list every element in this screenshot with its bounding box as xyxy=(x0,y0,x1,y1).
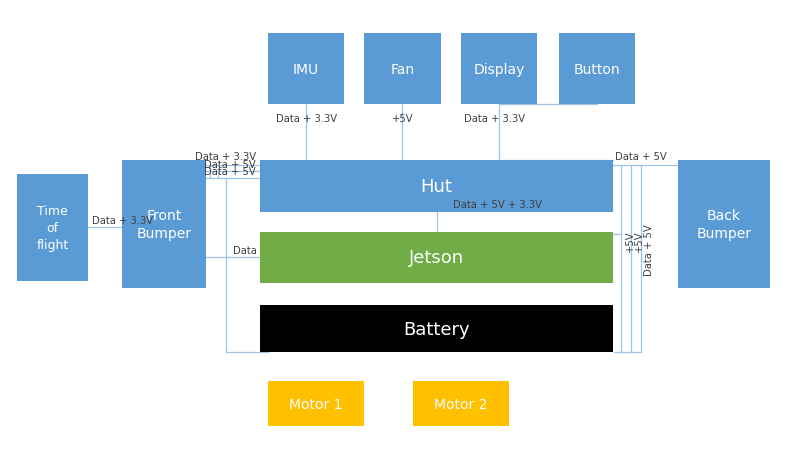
Text: Jetson: Jetson xyxy=(409,249,464,267)
Text: +5V: +5V xyxy=(634,230,644,252)
FancyBboxPatch shape xyxy=(678,161,770,288)
Text: Data + 5V: Data + 5V xyxy=(615,152,667,162)
Text: Data + 3.3V: Data + 3.3V xyxy=(92,215,153,225)
Text: Time
of
flight: Time of flight xyxy=(36,204,69,251)
Text: +5V: +5V xyxy=(625,230,634,252)
Text: Data + 3.3V: Data + 3.3V xyxy=(464,114,526,124)
FancyBboxPatch shape xyxy=(260,232,613,283)
Text: Front
Bumper: Front Bumper xyxy=(137,208,192,240)
FancyBboxPatch shape xyxy=(268,382,364,426)
Text: Battery: Battery xyxy=(404,320,470,338)
Text: Data + 5V + 3.3V: Data + 5V + 3.3V xyxy=(453,200,542,210)
FancyBboxPatch shape xyxy=(260,306,613,352)
Text: Data + 3.3V: Data + 3.3V xyxy=(195,152,256,162)
FancyBboxPatch shape xyxy=(121,161,206,288)
Text: Display: Display xyxy=(473,63,524,77)
FancyBboxPatch shape xyxy=(413,382,509,426)
Text: Fan: Fan xyxy=(391,63,414,77)
Text: Data + 5V: Data + 5V xyxy=(204,166,256,176)
Text: Data + 5V: Data + 5V xyxy=(204,159,256,170)
FancyBboxPatch shape xyxy=(559,34,635,105)
Text: Motor 2: Motor 2 xyxy=(434,397,488,411)
Text: IMU: IMU xyxy=(293,63,319,77)
FancyBboxPatch shape xyxy=(268,34,345,105)
FancyBboxPatch shape xyxy=(364,34,441,105)
Text: Motor 1: Motor 1 xyxy=(290,397,343,411)
Text: Data: Data xyxy=(233,245,256,255)
Text: Button: Button xyxy=(574,63,621,77)
Text: Data + 3.3V: Data + 3.3V xyxy=(276,114,337,124)
Text: Data + 5V: Data + 5V xyxy=(644,224,654,276)
Text: +5V: +5V xyxy=(392,114,413,124)
FancyBboxPatch shape xyxy=(260,161,613,212)
Text: Back
Bumper: Back Bumper xyxy=(697,208,752,240)
FancyBboxPatch shape xyxy=(17,174,88,281)
Text: Hut: Hut xyxy=(421,178,452,195)
FancyBboxPatch shape xyxy=(461,34,537,105)
